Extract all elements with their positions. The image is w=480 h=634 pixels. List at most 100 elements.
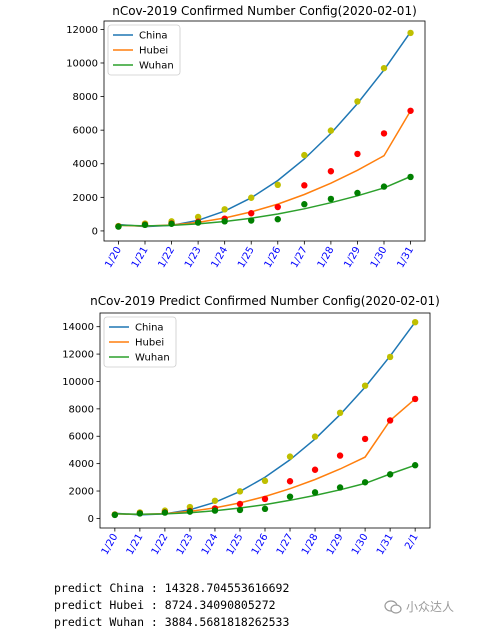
data-point-china [261, 477, 269, 485]
x-tick-label: 1/26 [263, 245, 284, 270]
legend-label-china: China [139, 31, 168, 42]
x-tick-label: 1/28 [316, 245, 337, 270]
data-point-hubei [336, 452, 344, 459]
data-point-wuhan [327, 195, 335, 203]
data-point-china [311, 433, 319, 440]
data-point-wuhan [136, 510, 144, 517]
x-tick-label: 1/23 [175, 532, 196, 557]
data-point-wuhan [411, 462, 419, 469]
data-point-wuhan [274, 216, 281, 223]
y-tick-label: 2000 [73, 193, 98, 204]
data-point-hubei [236, 500, 244, 508]
y-tick-label: 12000 [62, 350, 94, 361]
data-point-china [301, 151, 308, 159]
data-point-wuhan [354, 189, 361, 197]
legend-label-china: China [135, 323, 164, 334]
y-tick-label: 8000 [69, 404, 94, 415]
data-point-china [407, 29, 414, 37]
x-tick-label: 1/30 [350, 532, 371, 557]
x-tick-label: 1/20 [103, 245, 124, 270]
data-point-wuhan [386, 471, 394, 478]
legend-label-wuhan: Wuhan [135, 353, 170, 364]
y-tick-label: 0 [92, 226, 98, 237]
y-tick-label: 10000 [66, 58, 98, 69]
data-point-hubei [248, 210, 255, 217]
data-point-china [336, 409, 344, 417]
x-tick-label: 1/29 [325, 532, 346, 557]
predict-china-output: predict China : 14328.704553616692 [54, 581, 290, 595]
data-point-wuhan [221, 218, 228, 225]
chart-title: nCov-2019 Confirmed Number Config(2020-0… [112, 4, 417, 18]
data-point-china [221, 206, 228, 213]
x-tick-label: 1/20 [100, 532, 121, 557]
chart-2: nCov-2019 Predict Confirmed Number Confi… [62, 294, 440, 557]
y-tick-label: 2000 [69, 487, 94, 498]
x-tick-label: 1/21 [125, 532, 146, 557]
series-line-hubei [118, 110, 412, 227]
y-tick-label: 14000 [62, 322, 94, 333]
data-point-hubei [407, 107, 414, 114]
data-point-hubei [411, 395, 419, 403]
data-point-wuhan [248, 217, 255, 224]
x-tick-label: 1/31 [375, 532, 396, 557]
data-point-wuhan [301, 201, 308, 208]
data-point-china [327, 127, 335, 134]
data-point-wuhan [361, 479, 369, 486]
data-point-wuhan [141, 221, 149, 229]
y-tick-label: 6000 [73, 126, 98, 137]
data-point-hubei [354, 150, 361, 158]
data-point-wuhan [211, 507, 219, 514]
data-point-hubei [386, 417, 394, 424]
legend-box [107, 24, 181, 76]
data-point-wuhan [336, 484, 344, 491]
watermark-text: 小众达人 [406, 600, 455, 614]
x-tick-label: 1/24 [200, 532, 221, 557]
data-point-wuhan [161, 509, 169, 516]
data-point-wuhan [286, 493, 294, 500]
x-tick-label: 1/21 [130, 245, 151, 270]
data-point-china [274, 181, 281, 189]
data-point-wuhan [115, 223, 122, 230]
data-point-hubei [286, 478, 294, 485]
chart-title: nCov-2019 Predict Confirmed Number Confi… [90, 294, 440, 308]
y-tick-label: 4000 [73, 159, 98, 170]
data-point-china [194, 213, 202, 221]
data-point-china [211, 497, 219, 504]
x-tick-label: 1/26 [250, 532, 271, 557]
data-point-hubei [274, 203, 281, 211]
data-point-hubei [361, 435, 369, 443]
x-tick-label: 1/31 [395, 245, 416, 270]
data-point-china [380, 64, 388, 72]
data-point-hubei [380, 130, 388, 137]
data-point-wuhan [407, 173, 414, 181]
data-point-china [236, 488, 244, 495]
predict-hubei-output: predict Hubei : 8724.34090805272 [54, 598, 276, 612]
y-tick-label: 10000 [62, 377, 94, 388]
x-tick-label: 1/22 [150, 532, 171, 557]
x-tick-label: 1/25 [225, 532, 246, 557]
data-point-wuhan [194, 219, 202, 226]
x-tick-label: 1/27 [289, 245, 310, 270]
plot-frame [103, 20, 426, 242]
x-tick-label: 2/1 [403, 532, 421, 551]
x-tick-label: 1/28 [300, 532, 321, 557]
data-point-wuhan [186, 508, 194, 515]
y-tick-label: 4000 [69, 459, 94, 470]
chart-1: nCov-2019 Confirmed Number Config(2020-0… [66, 4, 426, 270]
series-line-wuhan [118, 175, 411, 227]
data-point-china [386, 353, 394, 361]
x-tick-label: 1/30 [369, 245, 390, 270]
data-point-wuhan [236, 506, 244, 514]
data-point-wuhan [261, 505, 269, 513]
y-tick-label: 8000 [73, 92, 98, 103]
data-point-china [286, 453, 294, 460]
data-point-hubei [327, 168, 335, 175]
data-point-china [361, 382, 369, 389]
x-tick-label: 1/24 [210, 245, 231, 270]
data-point-wuhan [311, 489, 319, 496]
legend-box [103, 316, 177, 368]
data-point-china [411, 318, 419, 326]
legend-label-wuhan: Wuhan [139, 61, 174, 72]
legend-label-hubei: Hubei [139, 46, 168, 57]
data-point-china [354, 98, 361, 105]
